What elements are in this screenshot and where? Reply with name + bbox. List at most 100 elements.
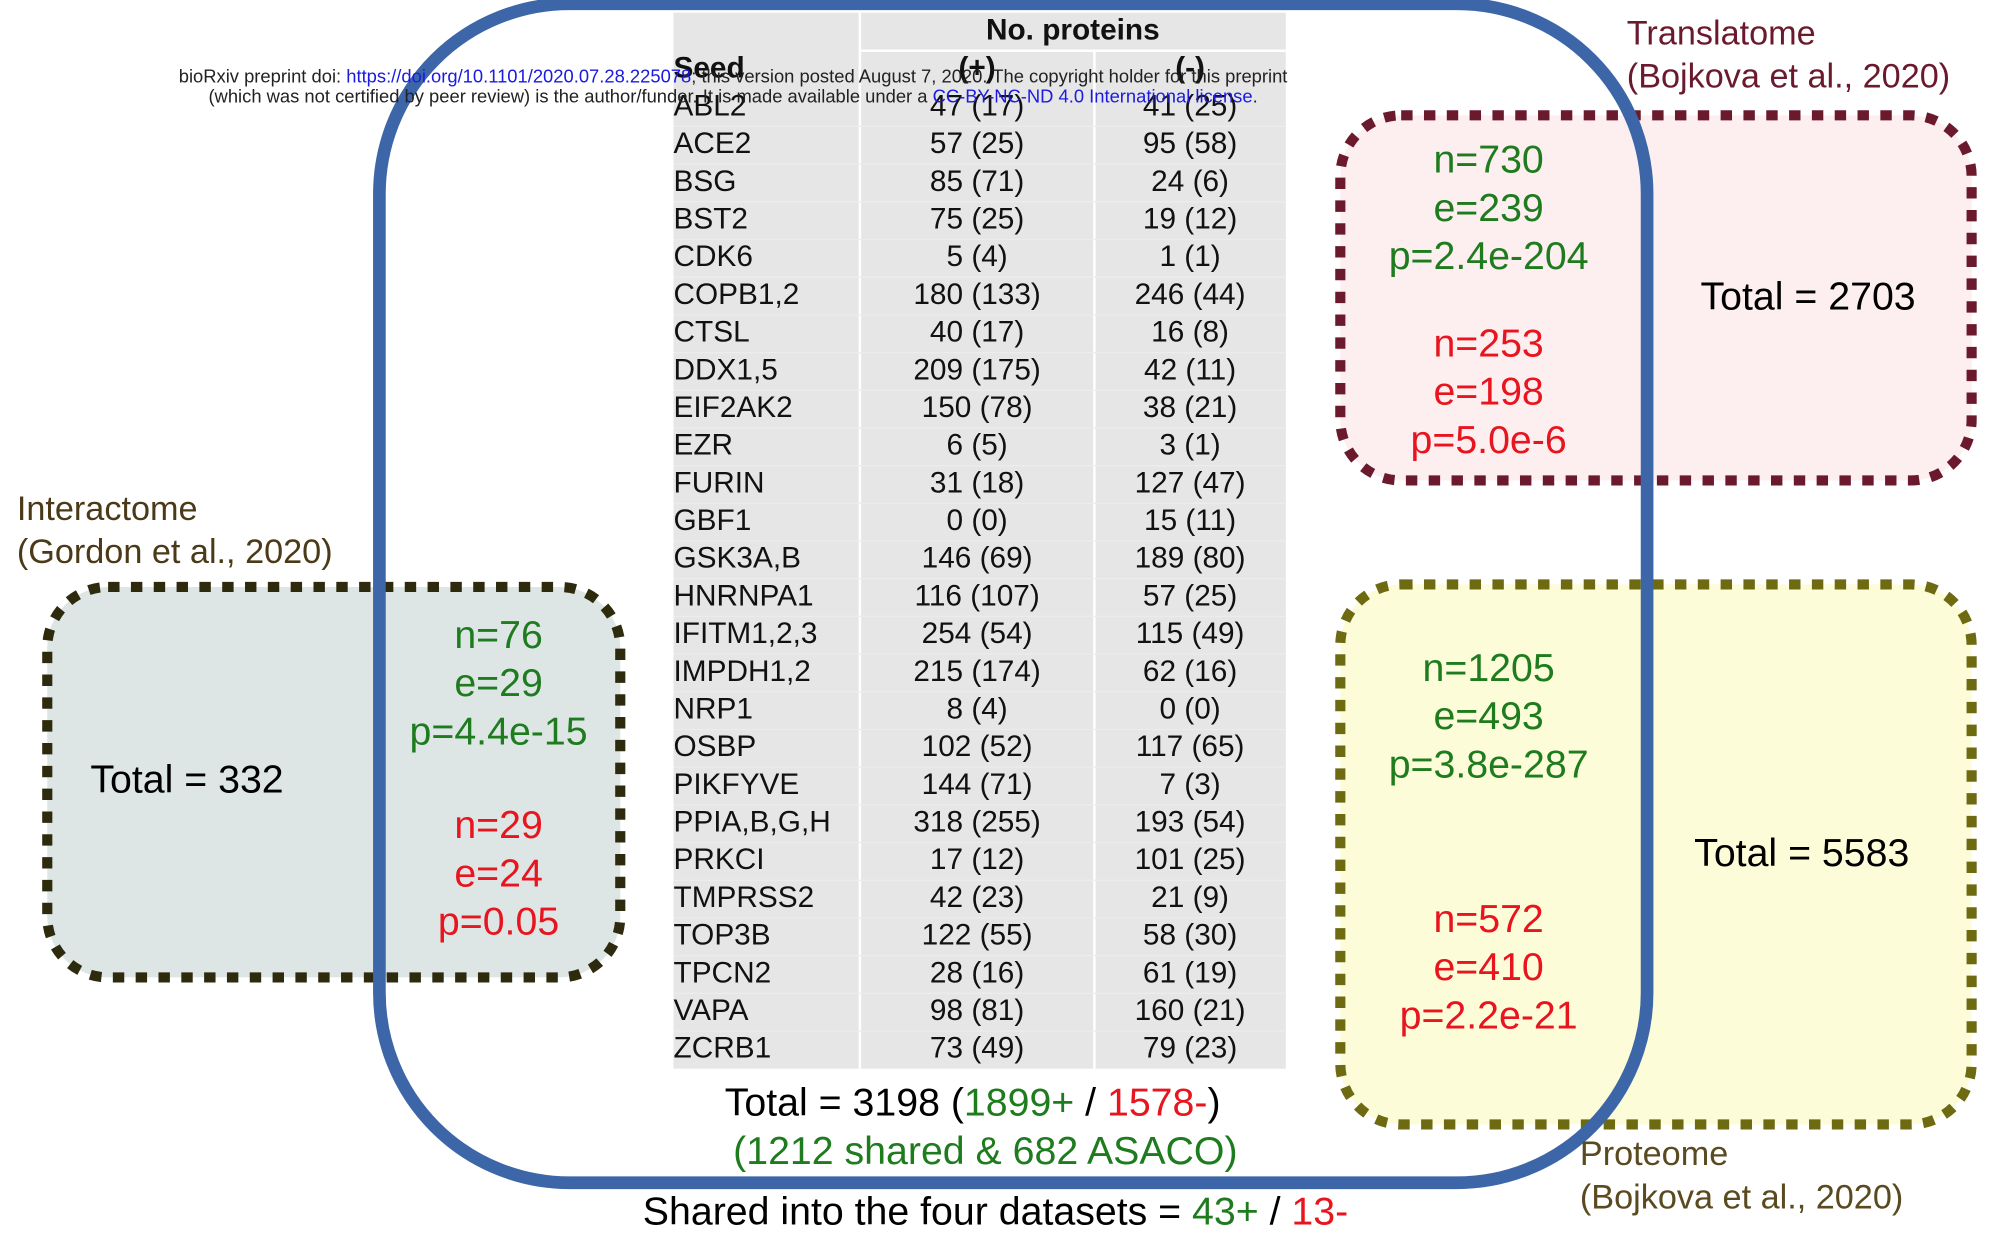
table-cell: 122 (55) [922, 919, 1033, 952]
table-cell: 57 (25) [1143, 579, 1237, 612]
link[interactable]: CC-BY-NC-ND 4.0 International license [933, 85, 1253, 106]
negative-stat: n=253 [1433, 321, 1543, 365]
column-header: (+) [959, 52, 996, 85]
positive-stat: n=76 [454, 613, 542, 657]
stats: n=76e=29p=4.4e-15 n=29e=24 p=0.05 n=730e=23… [410, 138, 1589, 1038]
negative-stat: e=24 [454, 851, 542, 895]
table-cell: 31 (18) [930, 466, 1024, 499]
negative-stat: p=0.05 [438, 900, 559, 944]
asaco-box [373, 0, 1654, 1190]
negative-stat: p=5.0e-6 [1411, 418, 1567, 462]
interactome-title: Interactome [17, 490, 198, 528]
text: . [1253, 85, 1258, 106]
link[interactable]: https://doi.org/10.1101/2020.07.28.22507… [346, 65, 691, 86]
negative-stat: e=198 [1433, 370, 1543, 414]
table-cell: 160 (21) [1135, 994, 1246, 1027]
positive-stat: e=29 [454, 661, 542, 705]
positive-stat: e=239 [1433, 186, 1543, 230]
table-cell: 0 (0) [946, 504, 1007, 537]
positive-stat: n=730 [1433, 138, 1543, 182]
table-cell: 146 (69) [922, 542, 1033, 575]
asaco-total: Total = 3198 (1899+ / 1578-) [725, 1081, 1221, 1125]
table-cell: ABL2 [674, 89, 747, 122]
text: Total = 3198 ( [725, 1081, 964, 1125]
table-cell: 24 (6) [1151, 165, 1229, 198]
translatome-box [1335, 110, 1977, 486]
plus: 1899+ [964, 1081, 1074, 1125]
group-header: No. proteins [986, 14, 1160, 47]
table-cell: TPCN2 [674, 956, 772, 989]
watermark-line2: (which was not certified by peer review)… [208, 85, 1257, 106]
table-cell: 0 (0) [1159, 692, 1220, 725]
text: (which was not certified by peer review)… [208, 85, 932, 106]
table-cell: GSK3A,B [674, 542, 801, 575]
table-cell: 61 (19) [1143, 956, 1237, 989]
table-cell: 193 (54) [1135, 806, 1246, 839]
table-cell: 16 (8) [1151, 316, 1229, 349]
table-cell: 144 (71) [922, 768, 1033, 801]
table-cell: 117 (65) [1136, 730, 1245, 763]
table-cell: 246 (44) [1135, 278, 1246, 311]
interactome-box [42, 581, 626, 983]
table-cell: 115 (49) [1136, 617, 1245, 650]
table-cell: 6 (5) [946, 429, 1007, 462]
table-cell: 3 (1) [1159, 429, 1220, 462]
table-cell: 102 (52) [922, 730, 1033, 763]
table-cell: 215 (174) [913, 655, 1041, 688]
table-cell: 101 (25) [1135, 843, 1246, 876]
text: / [1259, 1190, 1292, 1234]
table-cell: TMPRSS2 [674, 881, 815, 914]
table-cell: CDK6 [674, 240, 753, 273]
negative-stat: n=29 [454, 803, 542, 847]
positive-stat: p=2.4e-204 [1389, 234, 1589, 278]
positive-stat: p=4.4e-15 [410, 709, 588, 753]
positive-stat: p=3.8e-287 [1389, 742, 1589, 786]
table-cell: 73 (49) [930, 1032, 1024, 1065]
shared-four: Shared into the four datasets = 43+ / 13… [643, 1190, 1348, 1234]
column-header: Seed [674, 52, 745, 85]
translatome-title: Translatome [1627, 15, 1816, 53]
table-cell: 42 (23) [930, 881, 1024, 914]
table-cell: 209 (175) [913, 353, 1041, 386]
table-cell: HNRNPA1 [674, 579, 814, 612]
watermark-line1: bioRxiv preprint doi: https://doi.org/10… [179, 65, 1288, 86]
minus: 1578- [1107, 1081, 1207, 1125]
table-cell: CTSL [674, 316, 750, 349]
table-cell: 318 (255) [913, 806, 1041, 839]
negative-stat: n=572 [1433, 897, 1543, 941]
table-cell: 189 (80) [1135, 542, 1246, 575]
proteome-total: Total = 5583 [1694, 831, 1909, 875]
table-cell: EZR [674, 429, 734, 462]
table-cell: EIF2AK2 [674, 391, 793, 424]
table-cell: 62 (16) [1143, 655, 1237, 688]
table-cell: 57 (25) [930, 127, 1024, 160]
table-cell: 5 (4) [946, 240, 1007, 273]
table-cell: OSBP [674, 730, 757, 763]
table-cell: GBF1 [674, 504, 752, 537]
positive-stat: n=1205 [1423, 646, 1555, 690]
table-cell: TOP3B [674, 919, 771, 952]
proteome-title: Proteome [1580, 1135, 1728, 1173]
table-cell: 180 (133) [913, 278, 1041, 311]
asaco-shared: (1212 shared & 682 ASACO) [733, 1129, 1237, 1173]
table-cell: 75 (25) [930, 203, 1024, 236]
table-cell: 254 (54) [922, 617, 1033, 650]
text: / [1074, 1081, 1107, 1125]
text: ; this version posted August 7, 2020. Th… [691, 65, 1287, 86]
minus: 13- [1291, 1190, 1348, 1234]
positive-stat: e=493 [1433, 694, 1543, 738]
table-cell: 21 (9) [1151, 881, 1229, 914]
table-cell: 7 (3) [1159, 768, 1220, 801]
table-cell: 150 (78) [922, 391, 1033, 424]
translatome-source: (Bojkova et al., 2020) [1627, 58, 1950, 96]
table-cell: 15 (11) [1144, 504, 1236, 537]
table-cell: 8 (4) [946, 692, 1007, 725]
column-header: (-) [1175, 52, 1205, 85]
table-cell: BST2 [674, 203, 748, 236]
table-cell: PPIA,B,G,H [674, 806, 831, 839]
table-cell: 85 (71) [930, 165, 1024, 198]
proteome-source: (Bojkova et al., 2020) [1580, 1178, 1903, 1216]
table-cell: NRP1 [674, 692, 753, 725]
table-cell: BSG [674, 165, 737, 198]
